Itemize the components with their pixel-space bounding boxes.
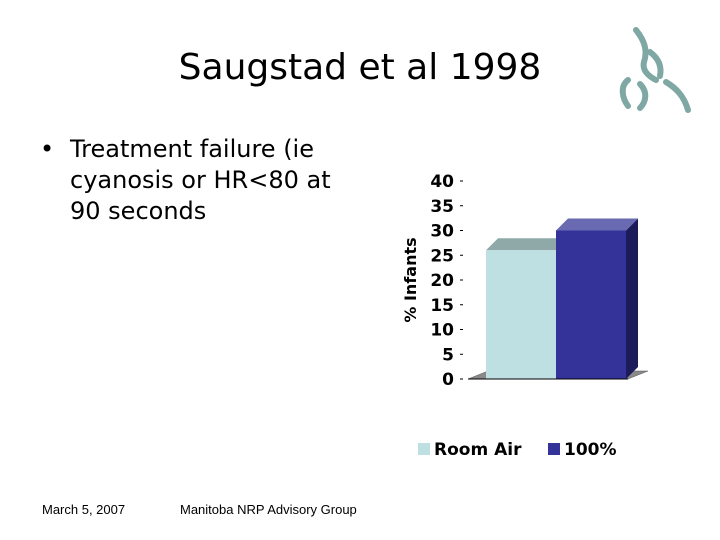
y-tick-label: 40 [430,172,454,192]
y-tick-label: 20 [430,271,454,291]
bar-room-air [486,250,556,379]
footer-org: Manitoba NRP Advisory Group [180,502,357,517]
y-tick-label: 5 [442,345,454,365]
footer-date: March 5, 2007 [42,502,126,517]
legend-label: 100% [564,440,617,460]
y-tick-label: 15 [430,296,454,316]
bar-top [556,218,638,231]
bullet-text: Treatment failure (ie cyanosis or HR<80 … [70,135,331,225]
bar-100- [556,230,626,379]
slide-title: Saugstad et al 1998 [178,47,542,88]
bullet-dot: • [40,135,55,163]
y-tick-label: 10 [430,321,454,341]
legend-swatch [548,443,560,455]
bar-top [486,238,568,251]
legend-label: Room Air [434,440,522,460]
y-tick-label: 0 [442,370,454,390]
y-tick-label: 35 [430,197,454,217]
bar-chart: 0 5 10 15 20 25 30 35 40 % Infants Room Air 100% [401,172,649,460]
logo-icon [619,27,691,113]
y-tick-label: 30 [430,222,454,242]
bar-side [626,218,638,379]
y-axis-label: % Infants [401,237,420,322]
legend-swatch [418,443,430,455]
y-tick-label: 25 [430,246,454,266]
